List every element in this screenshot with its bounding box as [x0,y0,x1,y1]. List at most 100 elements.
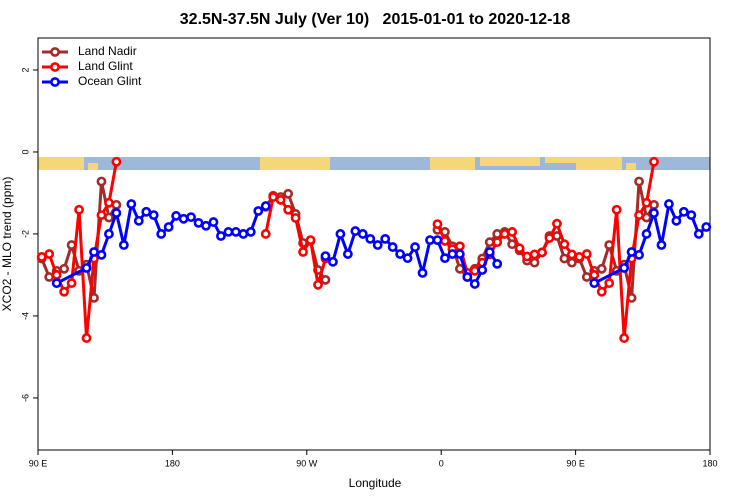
data-point [492,258,503,269]
legend-marker [50,77,60,87]
y-axis-label: XCO2 - MLO trend (ppm) [0,177,14,312]
data-point [492,229,503,239]
data-point [305,235,316,246]
data-point [566,257,577,268]
data-point [425,235,435,246]
data-point [201,220,211,231]
data-point [245,227,256,237]
data-point [686,210,697,220]
data-point [298,247,308,257]
data-point [51,270,62,280]
y-tick-label: -6 [20,394,30,402]
data-point [671,215,682,226]
data-point [432,219,443,230]
data-point [365,233,376,244]
y-tick-label: 0 [20,149,30,154]
data-point [96,210,107,220]
data-point [559,239,570,250]
data-point [402,253,413,264]
data-point [469,265,480,276]
data-point [641,197,652,208]
data-point [96,249,107,260]
data-point [111,199,122,210]
data-point [59,263,70,274]
data-point [634,176,644,187]
data-point [104,229,114,239]
data-point [484,247,495,257]
x-tick-label: 0 [439,458,444,468]
data-point [133,215,144,226]
data-point [596,263,607,274]
data-point [514,243,525,254]
data-point [342,249,353,259]
ocean-band [38,157,710,170]
data-point [387,242,398,252]
data-point [462,272,473,282]
data-point [559,253,570,264]
data-point [432,235,443,246]
data-point [216,231,226,241]
data-point [649,156,659,167]
data-point [283,188,294,199]
data-point [484,237,495,248]
legend-label: Ocean Glint [78,74,142,88]
data-point [440,253,450,264]
land-band [430,157,475,170]
legend-label: Land Glint [78,59,133,73]
data-point [589,278,600,289]
data-point [537,247,547,258]
data-point [253,206,264,216]
data-point [499,229,510,239]
data-point [118,240,129,250]
data-point [283,204,294,215]
data-point [141,206,152,217]
land-band [260,157,330,170]
land-band [545,157,576,163]
x-tick-label: 180 [702,458,717,468]
data-point [589,270,600,280]
data-point [171,211,182,221]
data-point [626,247,637,257]
data-point [656,240,667,250]
data-point [223,227,234,237]
data-point [44,249,55,259]
data-point [230,227,241,237]
data-point [507,239,518,250]
x-tick-label: 90 W [296,458,318,468]
data-point [238,229,249,239]
data-point [522,251,532,262]
data-point [260,229,271,239]
data-point [410,242,420,252]
data-point [51,278,62,289]
legend-marker [50,47,60,57]
data-point [193,217,204,228]
data-point [208,217,219,227]
data-point [611,204,622,215]
land-band [626,163,636,170]
data-point [492,237,503,248]
y-tick-label: -4 [20,312,30,320]
x-tick-label: 180 [165,458,180,468]
data-point [36,252,47,262]
data-point [290,213,301,223]
data-point [552,218,562,229]
data-point [372,240,383,250]
data-point [447,249,458,259]
data-point [596,286,607,297]
data-point [507,227,518,237]
land-band [88,163,98,170]
land-band [480,157,540,166]
data-point [604,278,615,289]
data-point [59,286,70,297]
data-point [44,272,55,282]
data-point [328,256,338,267]
chart-title: 32.5N-37.5N July (Ver 10) 2015-01-01 to … [180,11,571,28]
data-point [417,268,428,278]
data-point [641,229,652,239]
x-tick-label: 90 E [566,458,585,468]
data-point [111,208,122,218]
data-point [320,274,331,285]
